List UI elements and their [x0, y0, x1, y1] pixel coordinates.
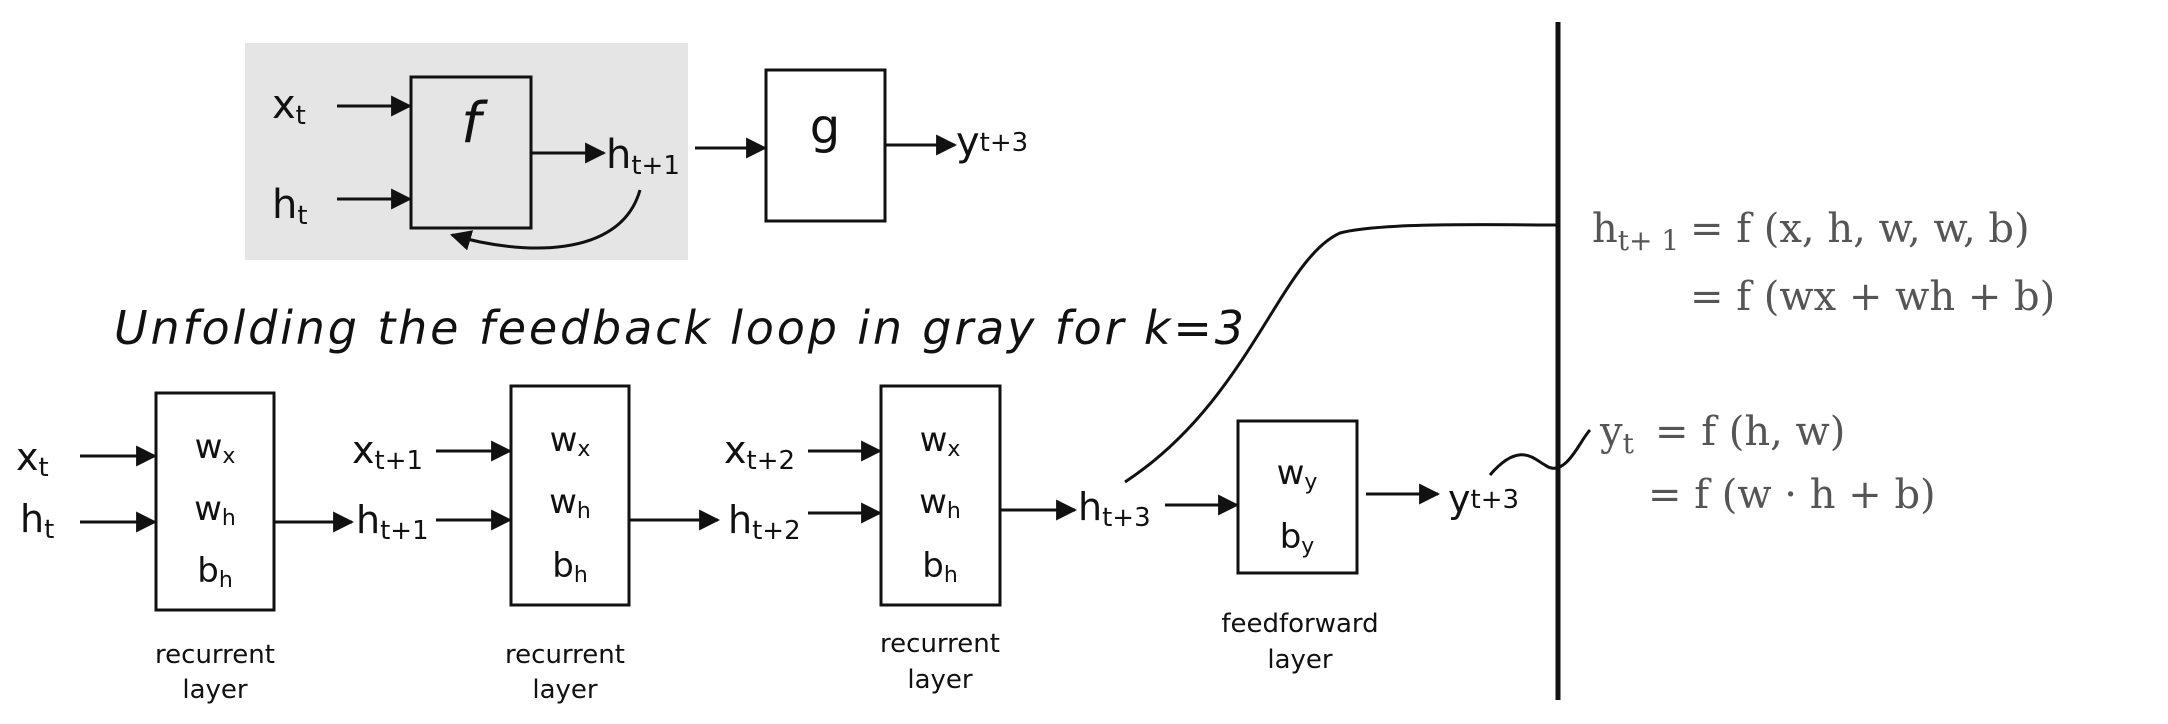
eq-h-line1: = f (x, h, w, w, b): [1690, 206, 2030, 252]
ff-wy: wy: [1277, 453, 1318, 495]
eq-y-line2: = f (w · h + b): [1648, 472, 1936, 518]
y-to-equation-curve: [1488, 428, 1592, 476]
block3-bh: bh: [922, 546, 958, 588]
block1-layer-label-line2: layer: [182, 675, 248, 705]
y-final-label: yt+3: [1448, 477, 1519, 521]
block2-h-label: ht+1: [356, 498, 429, 546]
diagram-title: Unfolding the feedback loop in gray for …: [114, 301, 1244, 355]
top-x-t-label: xt: [272, 82, 306, 131]
block2-bh: bh: [552, 546, 588, 588]
eq-y-lhs: yt: [1599, 409, 1635, 460]
block2-layer-label-line1: recurrent: [505, 640, 625, 670]
block1-h-label: ht: [20, 497, 54, 545]
block1-wx: wx: [195, 427, 236, 469]
block3-layer-label-line1: recurrent: [880, 629, 1000, 659]
recurrent-block-2: [509, 384, 631, 607]
block3-wh: wh: [919, 482, 961, 524]
eq-h-line2: = f (wx + wh + b): [1690, 274, 2055, 320]
block1-layer-label-line1: recurrent: [155, 640, 275, 670]
top-h-out-label: ht+1: [606, 132, 680, 181]
ff-by: by: [1280, 517, 1315, 559]
h-final-label: ht+3: [1078, 485, 1151, 533]
feedforward-block: [1236, 419, 1359, 575]
h3-to-equation-curve: [1124, 223, 1561, 484]
block1-wh: wh: [194, 489, 236, 531]
g-label: g: [810, 99, 840, 155]
block3-wx: wx: [920, 420, 961, 462]
block1-bh: bh: [197, 551, 233, 593]
eq-y-line1: = f (h, w): [1655, 409, 1845, 455]
top-h-t-label: ht: [272, 182, 308, 231]
block2-wx: wx: [550, 420, 591, 462]
recurrent-block-3: [879, 384, 1002, 607]
block3-h-label: ht+2: [728, 498, 801, 546]
top-y-out-label: yt+3: [956, 119, 1028, 165]
feedback-loop-arrow: [449, 189, 642, 251]
block3-x-label: xt+2: [724, 428, 795, 476]
ff-layer-label-line1: feedforward: [1221, 609, 1378, 639]
block1-x-label: xt: [16, 435, 49, 483]
block3-layer-label-line2: layer: [907, 665, 973, 695]
recurrent-block-1: [154, 391, 276, 612]
eq-h-lhs: ht+ 1: [1592, 206, 1679, 257]
block2-wh: wh: [549, 482, 591, 524]
block2-layer-label-line2: layer: [532, 675, 598, 705]
block2-x-label: xt+1: [352, 428, 423, 476]
ff-layer-label-line2: layer: [1267, 645, 1333, 675]
